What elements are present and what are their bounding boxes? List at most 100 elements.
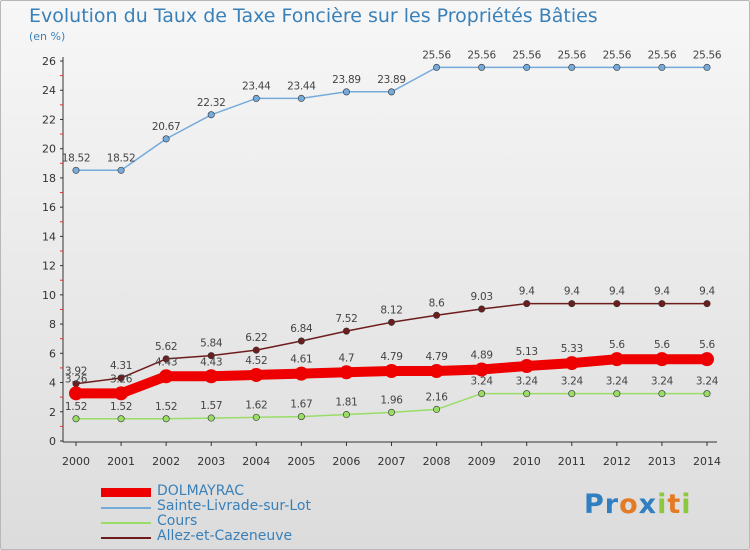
data-label: 4.61 [290,354,312,366]
data-point [703,300,711,308]
data-label: 5.33 [561,343,583,355]
data-point [658,63,666,71]
x-tick-label: 2008 [423,455,451,468]
data-point [478,305,486,313]
data-point [294,366,309,381]
y-tick-label: 20 [42,143,56,156]
data-point [384,363,399,378]
data-point [613,300,621,308]
data-point [342,411,350,419]
data-point [658,300,666,308]
x-tick-label: 2002 [152,455,180,468]
data-point [252,94,260,102]
data-point [703,390,711,398]
data-label: 9.03 [471,291,493,303]
data-point [117,166,125,174]
chart-title: Evolution du Taux de Taxe Foncière sur l… [29,5,598,27]
data-point [342,327,350,335]
data-label: 6.22 [245,332,267,344]
data-point [117,374,125,382]
data-label: 25.56 [558,49,587,61]
data-label: 1.62 [245,399,267,411]
data-label: 20.67 [152,121,181,133]
legend-label-allez: Allez-et-Cazeneuve [157,528,293,544]
y-tick-label: 24 [42,84,56,97]
y-tick-label: 12 [42,260,56,273]
y-tick-label: 6 [49,347,56,360]
x-tick-label: 2006 [332,455,360,468]
y-tick-label: 4 [49,377,56,390]
data-label: 4.43 [200,356,222,368]
legend-swatch-cours [101,522,151,524]
x-tick-label: 2001 [107,455,135,468]
data-point [162,135,170,143]
data-label: 8.6 [429,297,445,309]
data-point [72,415,80,423]
data-label: 3.24 [606,376,629,388]
data-point [523,390,531,398]
data-point [433,311,441,319]
data-label: 18.52 [107,152,136,164]
data-point [609,352,624,367]
data-point [69,386,83,401]
legend-swatch-sainte-livrade [101,507,151,509]
data-point [252,346,260,354]
data-label: 1.81 [335,397,357,409]
data-label: 4.89 [471,350,493,362]
data-label: 4.79 [425,351,447,363]
data-label: 23.44 [287,80,316,92]
data-label: 3.24 [516,376,539,388]
data-point [568,63,576,71]
data-label: 9.4 [609,286,625,298]
data-point [162,355,170,363]
data-label: 6.84 [290,323,313,335]
data-label: 1.52 [65,401,87,413]
data-label: 3.92 [65,366,87,378]
data-point [252,413,260,421]
legend-item-cours: Cours [101,513,361,530]
x-tick-label: 2003 [197,455,225,468]
data-label: 5.6 [609,339,625,351]
data-label: 5.13 [516,346,538,358]
data-point [339,365,354,380]
data-label: 3.24 [696,376,719,388]
data-label: 22.32 [197,97,226,109]
data-point [207,352,215,360]
x-tick-label: 2004 [242,455,270,468]
data-label: 1.52 [110,401,132,413]
data-point [387,408,395,416]
data-label: 4.52 [245,355,267,367]
data-point [114,386,129,401]
data-label: 5.6 [654,339,670,351]
x-tick-label: 2000 [62,455,90,468]
data-label: 25.56 [512,49,541,61]
x-tick-label: 2005 [287,455,315,468]
data-label: 3.26 [65,373,88,385]
data-label: 3.26 [110,373,133,385]
x-tick-label: 2010 [513,455,541,468]
data-point [159,369,174,384]
data-label: 23.44 [242,80,271,92]
data-point [433,63,441,71]
data-label: 3.24 [651,376,674,388]
data-point [523,63,531,71]
data-point [478,390,486,398]
data-point [474,362,489,377]
data-label: 3.24 [561,376,584,388]
y-tick-label: 10 [42,289,56,302]
data-point [613,390,621,398]
proxiti-logo: Proxiti [584,489,692,520]
y-tick-label: 0 [49,435,56,448]
data-point [297,337,305,345]
y-tick-label: 2 [49,406,56,419]
data-point [568,390,576,398]
data-point [297,94,305,102]
data-label: 8.12 [380,304,402,316]
data-label: 25.56 [467,49,496,61]
data-point [654,352,669,367]
data-point [342,88,350,96]
data-point [207,111,215,119]
data-point [564,356,579,371]
data-point [72,166,80,174]
data-point [207,414,215,422]
